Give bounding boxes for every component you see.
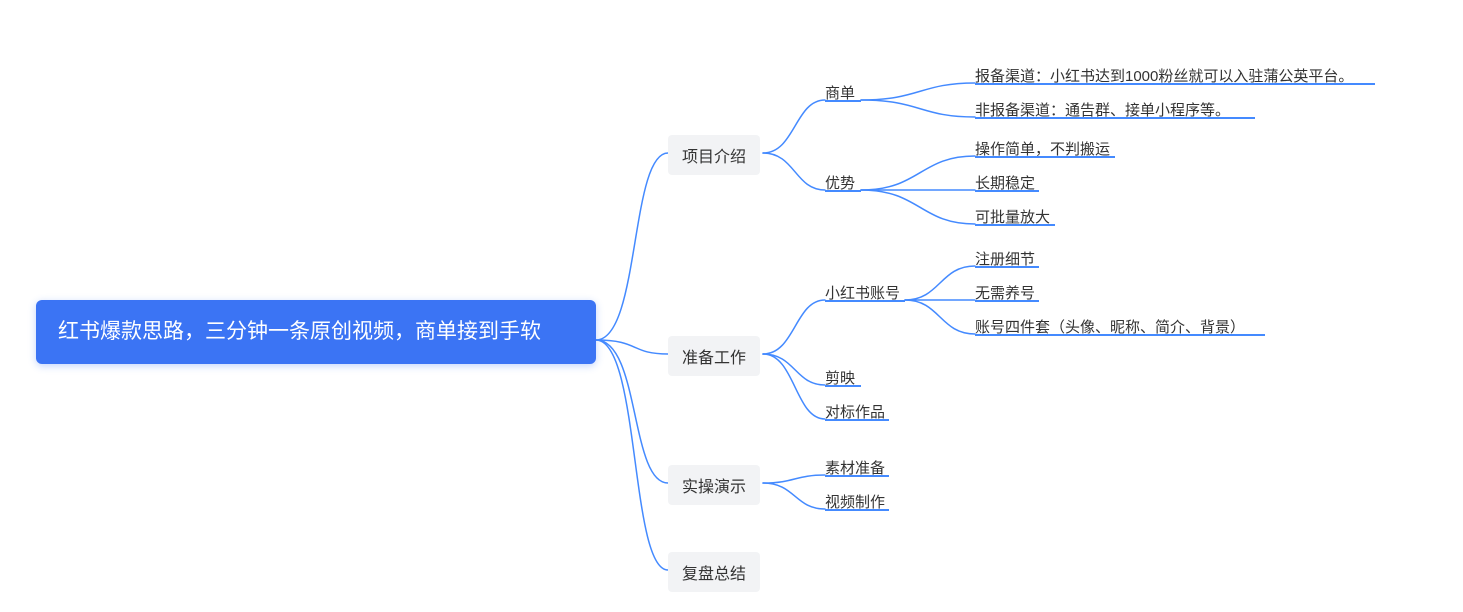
node-underline — [825, 385, 861, 387]
level1-intro[interactable]: 项目介绍 — [668, 135, 760, 175]
root-node[interactable]: 红书爆款思路，三分钟一条原创视频，商单接到手软 — [36, 300, 596, 364]
node-underline — [825, 509, 889, 511]
node-underline — [975, 83, 1375, 85]
node-underline — [975, 117, 1255, 119]
node-underline — [975, 334, 1265, 336]
node-underline — [825, 190, 861, 192]
node-underline — [975, 300, 1039, 302]
level1-label: 实操演示 — [682, 479, 746, 496]
level1-label: 复盘总结 — [682, 566, 746, 583]
node-underline — [975, 266, 1039, 268]
node-underline — [825, 419, 889, 421]
node-underline — [975, 156, 1115, 158]
node-underline — [825, 300, 905, 302]
root-text: 红书爆款思路，三分钟一条原创视频，商单接到手软 — [58, 320, 541, 343]
level1-prep[interactable]: 准备工作 — [668, 336, 760, 376]
node-underline — [975, 190, 1039, 192]
node-underline — [825, 100, 861, 102]
level1-label: 项目介绍 — [682, 149, 746, 166]
node-underline — [825, 475, 889, 477]
level1-review[interactable]: 复盘总结 — [668, 552, 760, 592]
level1-demo[interactable]: 实操演示 — [668, 465, 760, 505]
level1-label: 准备工作 — [682, 350, 746, 367]
node-underline — [975, 224, 1055, 226]
